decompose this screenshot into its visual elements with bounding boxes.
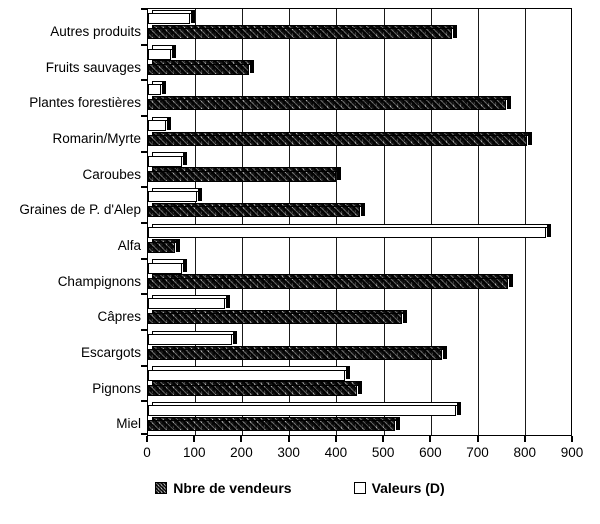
value-tick-label: 800 [513,445,537,460]
bar-valeurs [148,45,176,60]
gridline-500 [383,9,385,435]
legend-label: Nbre de vendeurs [173,480,292,496]
value-tick-label: 500 [371,445,395,460]
value-tick [334,436,337,442]
value-tick-label: 600 [419,445,442,460]
category-label: Champignons [57,273,141,289]
gridline-200 [241,9,243,435]
value-tick [193,436,196,442]
category-row [148,152,571,188]
bar-nbre-vendeurs [148,95,511,111]
category-label: Câpres [97,309,141,325]
bar-nbre-vendeurs [148,345,448,360]
category-row [148,187,571,223]
category-row [148,259,571,295]
bar-nbre-vendeurs [148,131,533,146]
bar-valeurs [148,9,194,24]
category-label: Plantes forestières [29,95,141,111]
category-tick [141,43,148,46]
bar-valeurs [148,294,230,310]
category-tick [141,150,148,153]
value-tick-label: 400 [324,445,348,460]
value-tick-label: 100 [182,445,206,460]
category-row [148,116,571,152]
bar-valeurs [148,366,351,381]
category-tick [141,79,148,82]
bar-nbre-vendeurs [148,24,457,39]
category-label: Miel [116,416,141,432]
category-tick [141,115,148,117]
category-label: Graines de P. d'Alep [19,202,141,218]
value-tick-label: 300 [277,445,300,460]
category-label: Autres produits [50,24,141,39]
legend-label: Valeurs (D) [371,480,445,496]
gridline-300 [289,9,291,435]
category-label: Alfa [117,238,141,253]
value-tick [382,436,385,442]
bar-valeurs [148,330,237,345]
category-row [148,80,571,116]
bar-nbre-vendeurs [148,274,514,289]
chart-legend: Nbre de vendeurs Valeurs (D) [75,477,525,499]
category-tick [141,257,148,260]
value-tick [476,436,479,442]
category-tick [141,293,148,296]
category-tick [141,329,148,331]
value-tick [429,436,432,442]
bar-nbre-vendeurs [148,167,341,182]
bar-valeurs [148,401,462,417]
value-tick [287,436,290,442]
legend-item: Nbre de vendeurs [155,480,292,496]
category-row [148,330,571,366]
category-tick [141,222,148,224]
category-label: Fruits sauvages [45,59,141,75]
category-label: Pignons [92,380,141,396]
category-row [148,45,571,81]
value-tick [571,436,573,442]
category-tick [141,400,148,403]
bar-valeurs [148,80,167,96]
bar-nbre-vendeurs [148,381,363,396]
value-tick-label: 0 [143,445,151,460]
white-swatch-icon [353,482,366,494]
plot-area [141,8,572,437]
category-label: Romarin/Myrte [52,131,141,146]
gridline-800 [525,9,527,435]
category-tick [141,433,148,435]
legend-item: Valeurs (D) [353,480,445,496]
value-tick [240,436,243,442]
category-label: Escargots [80,345,141,360]
value-tick-label: 700 [466,445,489,460]
bar-valeurs [148,187,202,203]
category-row [148,223,571,259]
value-tick-label: 200 [230,445,253,460]
bar-valeurs [148,259,188,274]
category-row [148,366,571,402]
value-tick [146,436,148,442]
category-row [148,9,571,45]
value-tick [523,436,526,442]
category-label: Caroubes [82,166,141,182]
category-tick [141,186,148,189]
bar-nbre-vendeurs [148,60,254,75]
bar-nbre-vendeurs [148,416,400,432]
gridline-600 [430,9,432,435]
textured-swatch-icon [155,482,168,494]
gridline-400 [336,9,338,435]
category-row [148,294,571,330]
bar-valeurs [148,116,171,131]
bar-nbre-vendeurs [148,309,407,325]
bar-valeurs [148,152,188,167]
category-tick [141,8,148,10]
gridline-100 [194,9,196,435]
bar-nbre-vendeurs [148,238,181,253]
bar-nbre-vendeurs [148,202,364,218]
value-tick-label: 900 [560,445,584,460]
gridline-700 [478,9,480,435]
category-row [148,401,571,437]
bar-valeurs [148,223,552,238]
category-tick [141,364,148,367]
